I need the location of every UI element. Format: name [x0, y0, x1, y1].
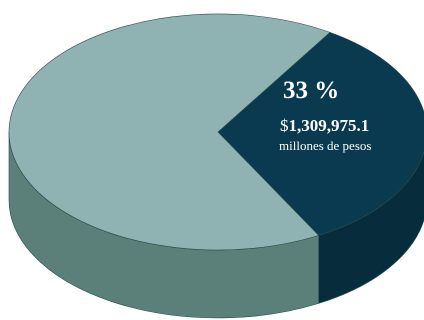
- slice-amount-label: $1,309,975.1: [280, 116, 369, 135]
- slice-amount-prefix: $: [280, 116, 289, 135]
- slice-label-group: 33 % $1,309,975.1 millones de pesos: [279, 77, 371, 153]
- slice-amount-value: 1,309,975.1: [289, 116, 370, 135]
- slice-unit-label: millones de pesos: [279, 138, 371, 153]
- pie-slice-2: [8, 13, 331, 251]
- pie-top-layer: [8, 13, 424, 251]
- slice-percent-label: 33 %: [283, 77, 339, 104]
